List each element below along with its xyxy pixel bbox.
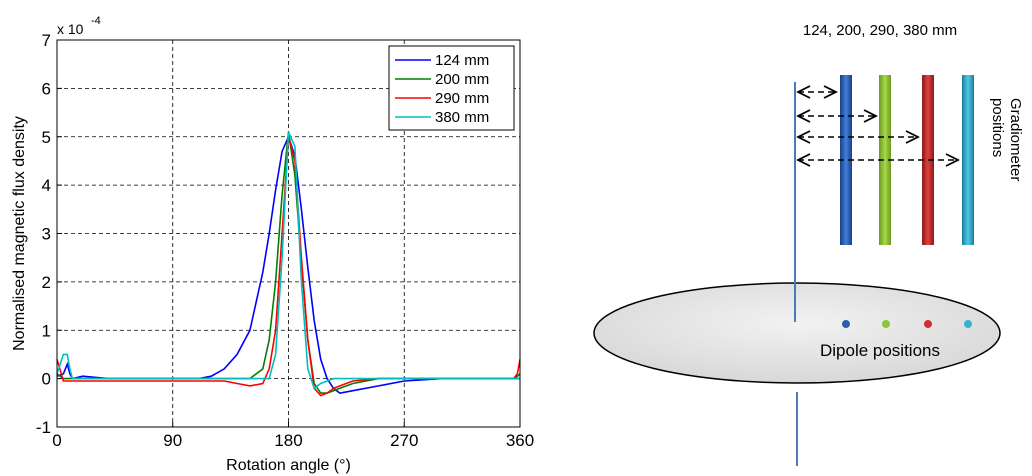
x-tick-label: 180 [274,431,302,450]
dipole-label: Dipole positions [820,341,940,360]
gradiometer-label: positions [989,98,1006,157]
plot-frame [56,39,521,428]
diagram: 124, 200, 290, 380 mm Dipole positions G… [593,22,1024,466]
distances-label: 124, 200, 290, 380 mm [803,22,957,39]
y-tick-label: 5 [42,128,51,147]
y-tick-label: 0 [42,370,51,389]
x-tick-label: 0 [52,431,61,450]
dipole [842,320,850,328]
legend-label: 200 mm [435,71,489,88]
series-line [56,134,520,394]
y-axis-label: Normalised magnetic flux density [11,116,28,351]
body-ellipse [593,282,1001,384]
dipole [882,320,890,328]
y-tick-label: 3 [42,225,51,244]
y-tick-label: 7 [42,31,51,50]
x-tick-label: 90 [163,431,182,450]
y-scale-label: x 10 [57,21,84,37]
legend-label: 380 mm [435,109,489,126]
y-tick-label: 4 [42,176,51,195]
dipole [924,320,932,328]
y-tick-label: -1 [36,418,51,437]
y-scale-exponent: -4 [91,15,101,27]
series-line [56,131,520,390]
legend-label: 290 mm [435,90,489,107]
x-axis-label: Rotation angle (°) [226,457,351,474]
y-tick-label: 1 [42,321,51,340]
x-tick-label: 360 [506,431,534,450]
dipole [964,320,972,328]
y-tick-label: 6 [42,79,51,98]
y-tick-label: 2 [42,273,51,292]
x-tick-label: 270 [390,431,418,450]
gradiometer [962,75,974,245]
gradiometer-label: Gradiometer [1007,98,1024,181]
legend-label: 124 mm [435,52,489,69]
